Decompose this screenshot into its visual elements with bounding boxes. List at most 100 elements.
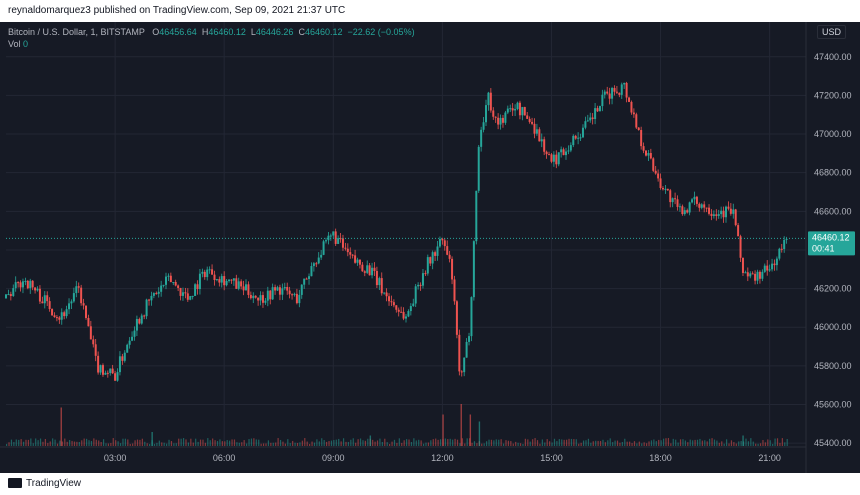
candle-body [85,305,87,318]
volume-bar [638,441,640,446]
volume-bar [556,441,558,446]
candle-body [693,196,696,200]
candle-body [383,292,386,294]
candle-body [172,281,175,283]
candle-body [174,281,177,286]
volume-bar [357,439,359,446]
candle-body [388,296,391,302]
volume-bar [469,414,472,446]
candle-body [337,238,340,244]
candle-body [632,112,635,115]
candle-body [334,231,337,244]
volume-bar [677,442,679,446]
candle-body [143,315,146,317]
tradingview-brand: TradingView [26,478,82,489]
candle-body [245,284,247,291]
candle-body [327,235,330,241]
candle-body [201,271,204,274]
chart-panel[interactable]: 45400.00 45600.00 45800.00 46000.00 46200.00… [0,22,860,473]
candle-body [528,118,531,122]
candle-body [206,269,209,278]
volume-bar [733,442,735,446]
volume-bar [42,441,44,446]
volume-bar [672,438,674,446]
candle-body [438,238,441,247]
volume-bar [750,438,752,446]
volume-bar [687,442,689,446]
candle-body [421,273,424,286]
volume-bar [427,442,430,446]
volume-bar [398,438,400,446]
tradingview-logo-icon [8,478,22,489]
volume-bar [100,442,102,446]
volume-bar [757,443,759,446]
candle-body [640,130,643,147]
candle-body [191,295,194,297]
volume-bar [418,439,420,446]
volume-bar [621,441,623,446]
x-tick-label: 09:00 [322,453,345,463]
candle-body [654,170,657,174]
volume-bar [345,441,347,446]
symbol-legend: Bitcoin / U.S. Dollar, 1, BITSTAMP O4645… [8,26,415,50]
candle-body [526,115,529,119]
volume-bar [437,439,439,446]
volume-bar [13,442,15,446]
volume-bar [15,439,17,446]
candle-body [346,248,349,253]
candle-body [41,301,44,304]
volume-bar [199,439,202,446]
candle-body [664,188,667,190]
candle-body [698,203,701,208]
candle-body [535,129,538,134]
volume-bar [207,438,209,446]
volume-bar [595,440,597,446]
volume-bar [18,439,20,446]
candle-body [179,287,182,296]
volume-bar [510,441,512,446]
candle-body [116,372,119,381]
price-chart[interactable]: 45400.00 45600.00 45800.00 46000.00 46200.00… [0,22,860,473]
candle-body [371,267,374,276]
candle-body [354,255,357,263]
candle-body [533,123,536,134]
candle-body [409,306,412,312]
candle-body [623,82,626,85]
volume-value: 0 [23,39,29,49]
candle-body [315,263,318,265]
volume-bar [146,443,148,446]
volume-bar [721,441,723,446]
volume-bar [236,442,238,446]
volume-bar [701,440,703,446]
candle-body [608,93,611,99]
volume-bar [277,438,279,446]
volume-bar [738,441,740,446]
candle-body [186,293,189,300]
candle-body [305,278,308,280]
candle-body [167,275,170,277]
candle-body [228,279,231,281]
candle-body [53,315,56,318]
candle-body [615,91,618,93]
candle-body [123,352,126,361]
volume-bar [340,441,342,446]
candle-body [329,235,332,237]
volume-bar [393,439,396,446]
footer: TradingView [0,473,860,495]
price-tag[interactable] [808,231,855,256]
y-tick-label: 45600.00 [814,400,852,410]
volume-bar [636,443,638,446]
candle-body [555,154,558,165]
tradingview-logo[interactable]: TradingView [8,478,81,489]
currency-button[interactable]: USD [817,25,847,39]
volume-bar [54,439,56,446]
candle-body [317,257,320,264]
volume-bar [692,440,694,446]
volume-bar [267,440,270,446]
candle-body [550,154,553,162]
volume-bar [95,439,97,446]
volume-bar [151,432,153,446]
volume-bar [532,439,534,446]
candle-body [775,258,778,266]
volume-bar [561,439,563,446]
